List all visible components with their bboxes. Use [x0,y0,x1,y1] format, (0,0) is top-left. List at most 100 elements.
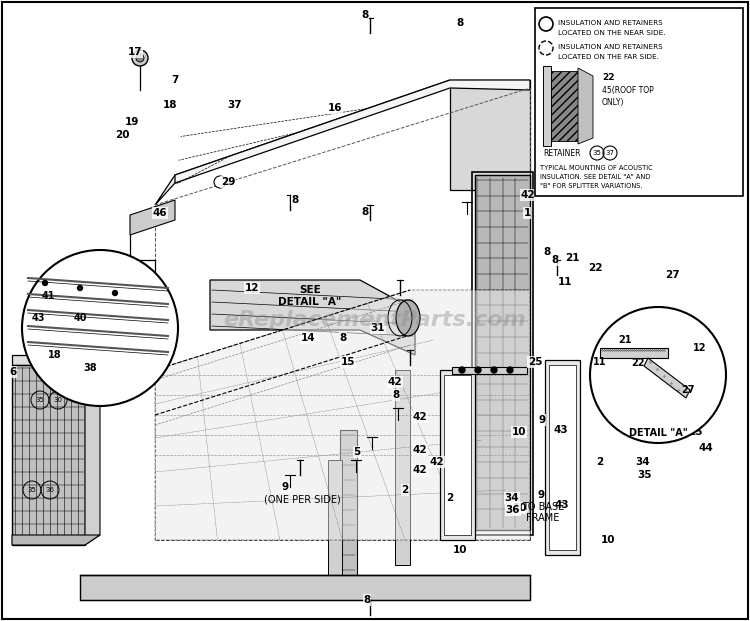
Text: 9: 9 [538,415,545,425]
Polygon shape [395,370,410,565]
Text: 42: 42 [388,377,402,387]
Text: 42: 42 [413,412,428,422]
Text: 35: 35 [28,487,37,493]
Polygon shape [155,290,530,540]
Polygon shape [340,430,357,595]
Circle shape [459,367,465,373]
Text: 42: 42 [413,465,428,475]
Text: 10: 10 [453,545,467,555]
Text: 14: 14 [301,333,315,343]
Text: INSULATION. SEE DETAIL "A" AND: INSULATION. SEE DETAIL "A" AND [540,174,650,180]
Text: 8: 8 [543,247,550,257]
Text: 10: 10 [512,427,526,437]
Text: 43: 43 [554,425,568,435]
Text: 44: 44 [699,443,713,453]
Text: 42: 42 [520,190,536,200]
Polygon shape [85,345,100,545]
Circle shape [214,176,226,188]
Text: 8: 8 [362,10,369,20]
Text: 35: 35 [592,150,602,156]
Text: 35: 35 [638,470,652,480]
Text: INSULATION AND RETAINERS: INSULATION AND RETAINERS [558,20,663,26]
Polygon shape [549,365,576,550]
Text: 8: 8 [551,255,559,265]
Text: 26: 26 [679,403,693,413]
Text: SEE: SEE [299,285,321,295]
Text: 2: 2 [446,493,454,503]
Text: LOCATED ON THE NEAR SIDE.: LOCATED ON THE NEAR SIDE. [558,30,665,36]
Polygon shape [543,66,551,146]
FancyBboxPatch shape [535,8,743,196]
Text: TYPICAL MOUNTING OF ACOUSTIC: TYPICAL MOUNTING OF ACOUSTIC [540,165,652,171]
Polygon shape [80,575,530,600]
Text: 11: 11 [593,357,607,367]
Text: 40: 40 [74,313,87,323]
Text: 22: 22 [588,263,602,273]
Polygon shape [444,375,471,535]
Text: 7: 7 [171,75,178,85]
Text: "B" FOR SPLITTER VARIATIONS.: "B" FOR SPLITTER VARIATIONS. [540,183,643,189]
Text: 8: 8 [456,18,464,28]
Text: 18: 18 [48,350,62,360]
Text: 27: 27 [664,270,680,280]
Text: 29: 29 [220,177,236,187]
Text: 22: 22 [632,358,645,368]
Text: 25: 25 [688,427,702,437]
Text: 37: 37 [605,150,614,156]
Text: 8: 8 [291,195,298,205]
Text: 21: 21 [565,253,579,263]
Polygon shape [12,535,100,545]
Polygon shape [450,80,530,190]
Circle shape [475,367,481,373]
Text: 5: 5 [353,447,361,457]
Text: 41: 41 [41,291,55,301]
Text: 35: 35 [35,397,44,403]
Text: DETAIL "A": DETAIL "A" [278,297,342,307]
Text: 6: 6 [9,367,16,377]
Text: 8: 8 [392,390,400,400]
Text: 11: 11 [558,277,572,287]
Text: 2: 2 [596,457,604,467]
Text: 10: 10 [513,503,527,513]
Circle shape [491,367,497,373]
Circle shape [507,367,513,373]
Text: 42: 42 [413,445,428,455]
Polygon shape [328,460,342,600]
Polygon shape [130,200,175,235]
Polygon shape [12,355,85,365]
Text: 36: 36 [46,487,55,493]
Text: 45(ROOF TOP: 45(ROOF TOP [602,86,654,94]
Text: 27: 27 [681,385,694,395]
Polygon shape [210,280,415,355]
Text: 18: 18 [163,100,177,110]
Circle shape [77,286,82,291]
Text: 12: 12 [693,343,706,353]
Text: DETAIL "A": DETAIL "A" [628,428,687,438]
Circle shape [132,50,148,66]
Text: RETAINER: RETAINER [543,148,580,158]
Text: 20: 20 [115,130,129,140]
Polygon shape [12,365,85,545]
Text: 8: 8 [339,333,346,343]
Text: 34: 34 [636,457,650,467]
Polygon shape [440,370,475,540]
Text: ONLY): ONLY) [602,97,625,106]
Text: 37: 37 [228,100,242,110]
Polygon shape [155,80,450,205]
Circle shape [43,281,47,286]
Polygon shape [175,80,530,183]
Text: FRAME: FRAME [526,513,560,523]
Text: 16: 16 [328,103,342,113]
Text: 30: 30 [53,397,62,403]
Text: eReplacementParts.com: eReplacementParts.com [224,310,526,330]
Text: 9: 9 [281,482,289,492]
Text: (ONE PER SIDE): (ONE PER SIDE) [264,495,340,505]
Text: 2: 2 [401,485,409,495]
Circle shape [22,250,178,406]
Text: 21: 21 [618,335,632,345]
Text: 12: 12 [244,283,260,293]
Text: 1: 1 [524,208,531,218]
Polygon shape [452,367,527,374]
Polygon shape [644,358,690,398]
Text: 42: 42 [430,457,444,467]
